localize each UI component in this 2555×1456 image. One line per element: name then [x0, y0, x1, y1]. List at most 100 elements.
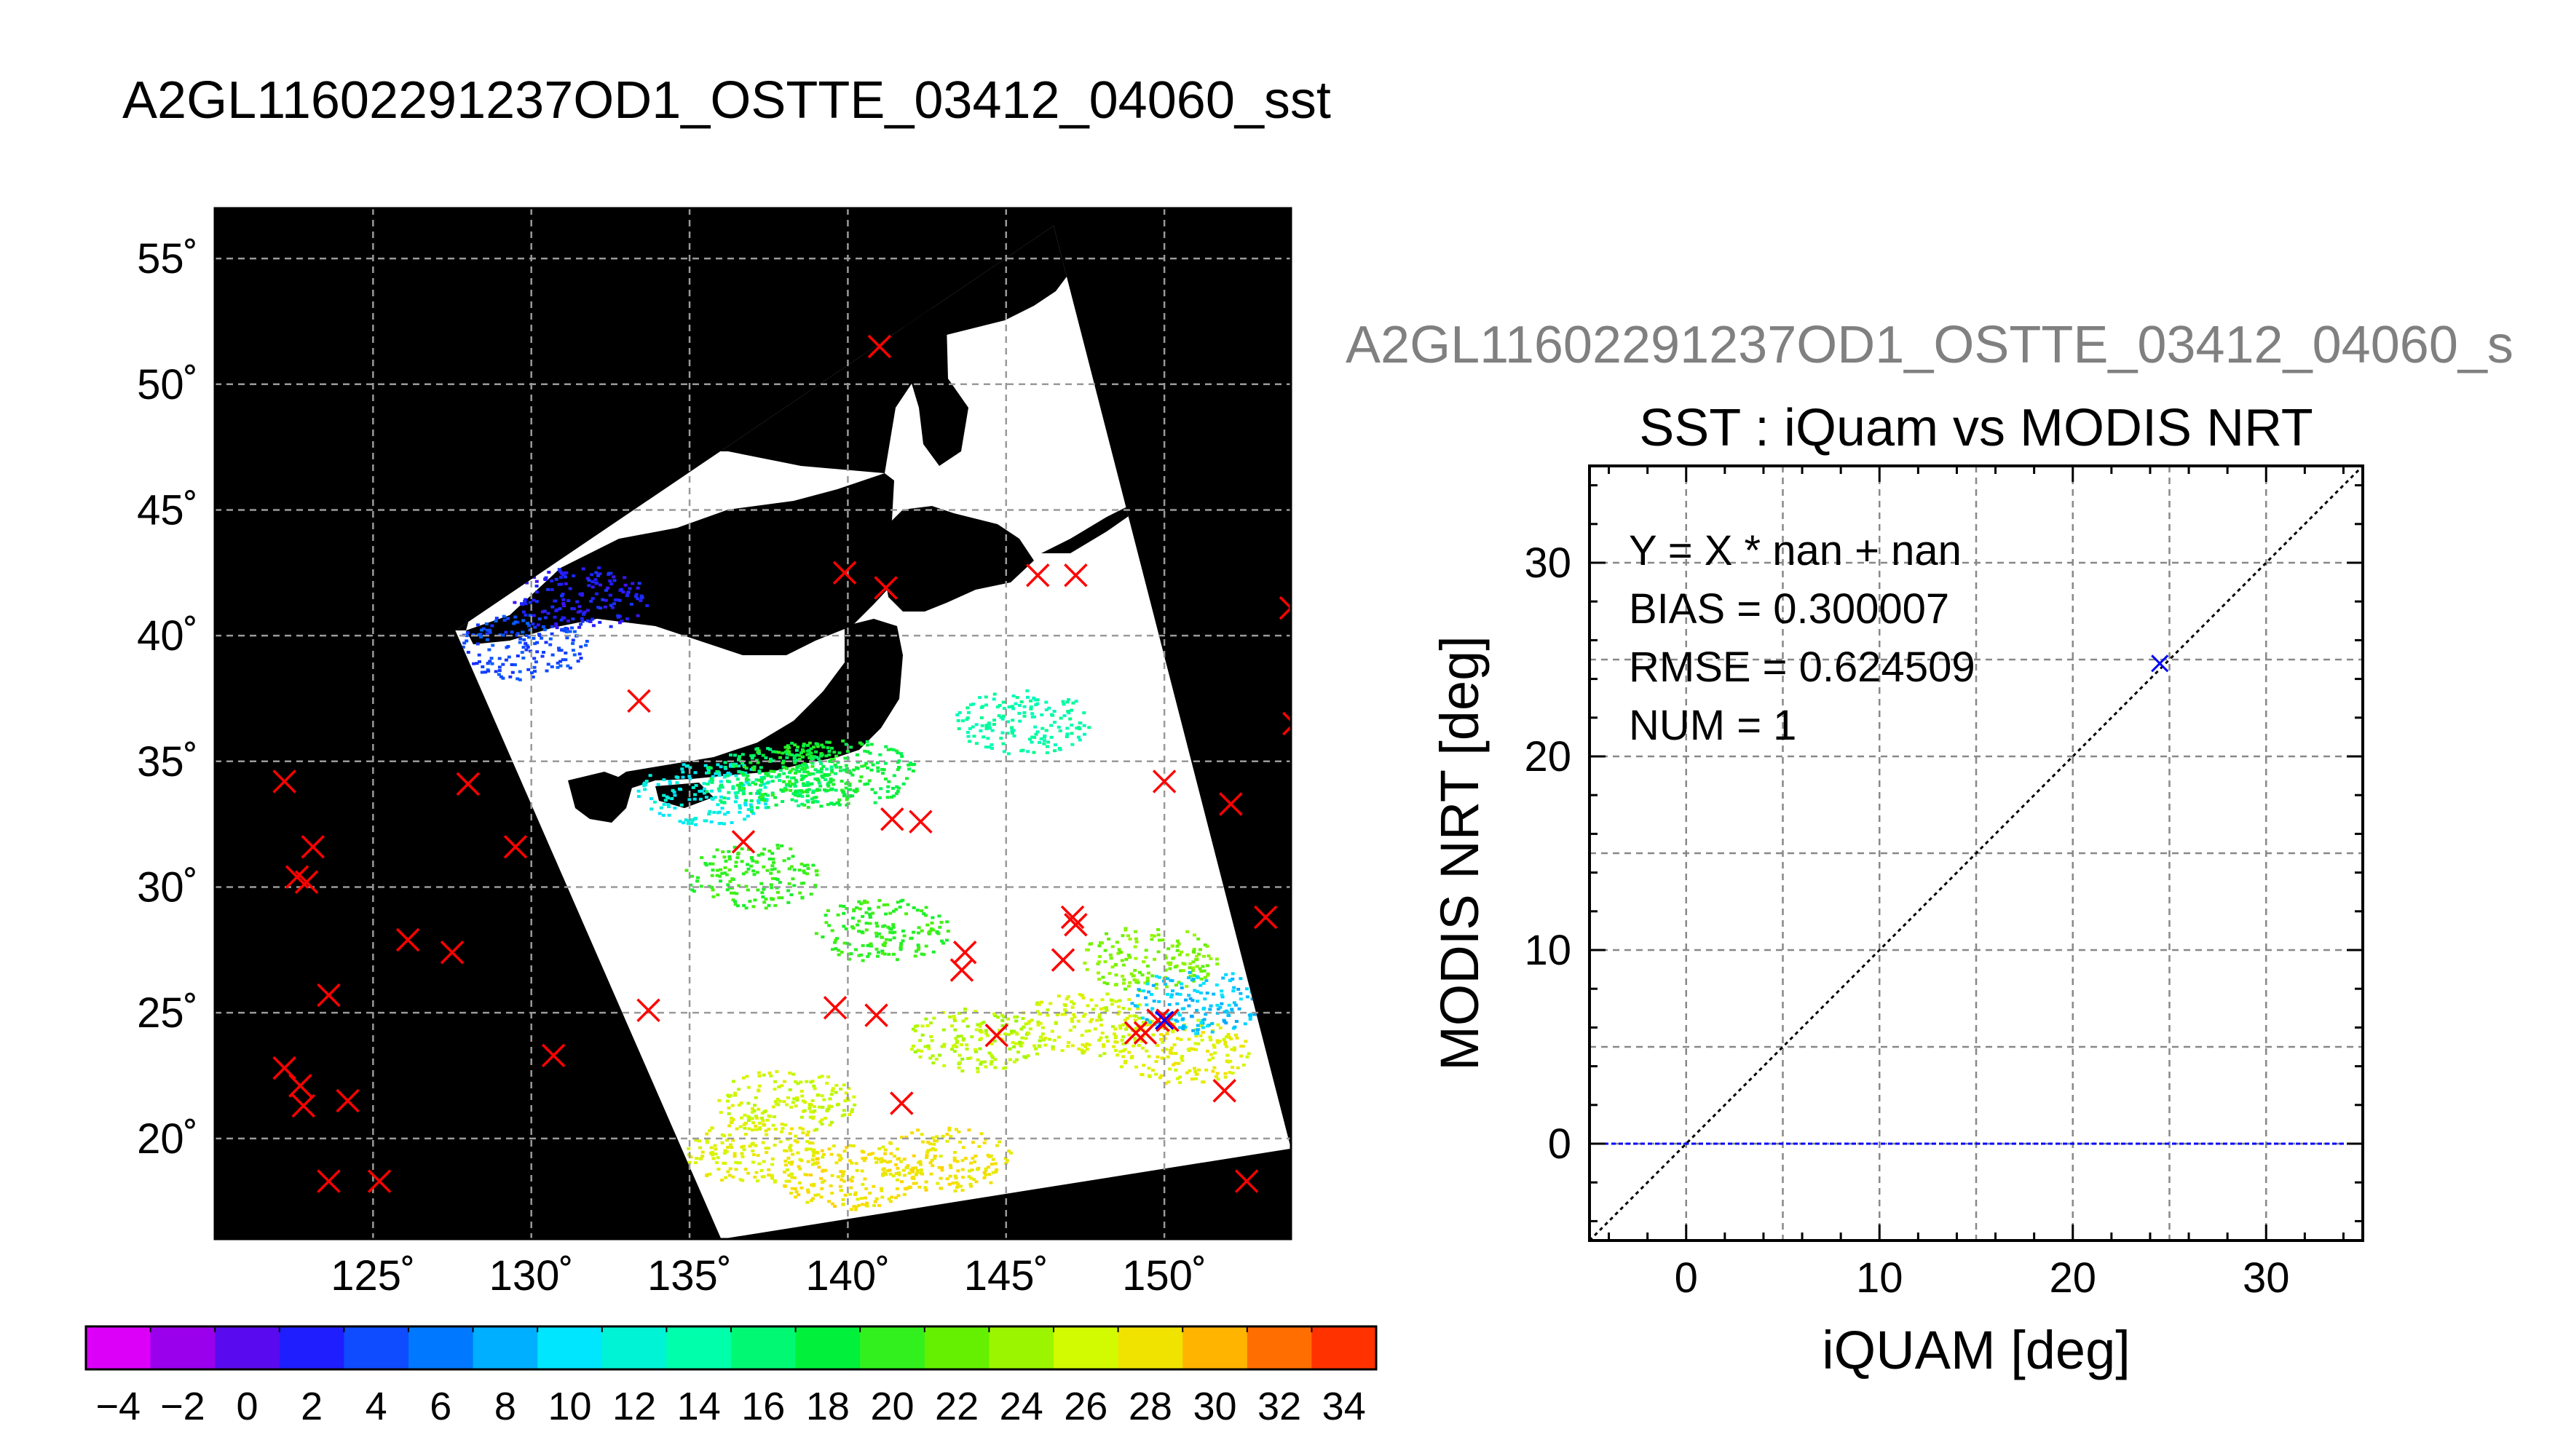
- scatter-y-tick-labels: 0 10 20 30: [1524, 539, 1571, 1168]
- buoy-marker: [823, 996, 848, 1020]
- scatter-x-tick-label: 30: [2243, 1254, 2290, 1302]
- colorbar-cell: [1118, 1326, 1183, 1369]
- colorbar-cell: [924, 1326, 990, 1369]
- buoy-marker: [984, 1024, 1008, 1048]
- matched-marker: [1155, 1010, 1174, 1030]
- map-lon-labels: 125˚ 130˚ 135˚ 140˚ 145˚ 150˚: [331, 1252, 1207, 1299]
- buoy-marker: [949, 958, 974, 982]
- buoy-marker: [1234, 1169, 1259, 1193]
- map-lon-label: 150˚: [1122, 1252, 1207, 1299]
- buoy-marker: [1253, 905, 1278, 930]
- colorbar-tick-label: 24: [1000, 1385, 1043, 1428]
- buoy-marker: [336, 1088, 360, 1113]
- colorbar-cell: [1311, 1326, 1377, 1369]
- colorbar-tick-label: 20: [870, 1385, 914, 1428]
- colorbar-tick-label: 8: [494, 1385, 516, 1428]
- colorbar-cell: [344, 1326, 409, 1369]
- colorbar-tick-label: 22: [935, 1385, 979, 1428]
- buoy-marker: [541, 1043, 566, 1068]
- buoy-marker: [1156, 1008, 1180, 1032]
- buoy-marker: [636, 998, 660, 1022]
- colorbar-tick-label: 6: [430, 1385, 451, 1428]
- scatter-y-tick-label: 30: [1524, 539, 1571, 587]
- scatter-stat-line: BIAS = 0.300007: [1629, 585, 1949, 633]
- map-lon-label: 135˚: [647, 1252, 732, 1299]
- sst-patch: [687, 1119, 825, 1184]
- sst-patch: [955, 689, 1091, 756]
- colorbar-tick-label: 16: [741, 1385, 785, 1428]
- map-lat-labels: 20˚ 25˚ 30˚ 35˚ 40˚ 45˚ 50˚ 55˚: [137, 235, 198, 1163]
- colorbar-cell: [860, 1326, 925, 1369]
- sst-patch: [513, 566, 649, 632]
- scatter-stat-line: Y = X * nan + nan: [1629, 527, 1962, 574]
- map-frame: [213, 207, 1292, 1241]
- colorbar-cell: [795, 1326, 861, 1369]
- buoy-marker: [367, 1169, 392, 1193]
- map-lat-label: 20˚: [137, 1115, 198, 1163]
- scatter-y-tick-label: 0: [1548, 1120, 1571, 1168]
- buoy-marker: [291, 1093, 315, 1118]
- buoy-marker: [1212, 1078, 1236, 1103]
- colorbar-cell: [537, 1326, 603, 1369]
- buoy-marker: [880, 807, 904, 831]
- colorbar-cell: [408, 1326, 474, 1369]
- sst-patch: [814, 898, 950, 962]
- colorbar-tick-label: 28: [1129, 1385, 1172, 1428]
- colorbar-tick-label: 10: [548, 1385, 591, 1428]
- sst-patch: [783, 1144, 918, 1211]
- colorbar-cell: [731, 1326, 797, 1369]
- scatter-stats: Y = X * nan + nan BIAS = 0.300007 RMSE = 0…: [1629, 527, 1975, 749]
- sst-patch: [460, 614, 589, 681]
- scatter-point: [2151, 654, 2169, 673]
- buoy-marker: [627, 689, 651, 713]
- sst-patch: [909, 1008, 1046, 1074]
- buoy-marker: [1146, 1008, 1170, 1032]
- buoy-marker: [272, 769, 296, 794]
- buoy-marker: [1025, 563, 1050, 587]
- identity-line: [1590, 466, 2363, 1241]
- buoy-marker: [1064, 563, 1088, 587]
- buoy-marker: [1282, 711, 1291, 736]
- colorbar-tick-label: 0: [236, 1385, 258, 1428]
- sakhalin: [903, 306, 968, 466]
- map-lon-label: 130˚: [489, 1252, 574, 1299]
- hokkaido: [885, 506, 1034, 612]
- buoy-marker: [867, 334, 892, 359]
- colorbar-tick-label: 12: [612, 1385, 656, 1428]
- buoy-marker: [1064, 913, 1088, 937]
- colorbar-tick-label: 2: [301, 1385, 323, 1428]
- scatter-plot: SST : iQuam vs MODIS NRT 0 10 20 30 0 10 20 30…: [1429, 399, 2364, 1380]
- map-lon-label: 145˚: [964, 1252, 1049, 1299]
- scatter-frame: [1588, 464, 2364, 1242]
- scatter-x-axis-label: iQUAM [deg]: [1822, 1320, 2131, 1380]
- map-lat-label: 40˚: [137, 612, 198, 660]
- colorbar-cell: [150, 1326, 216, 1369]
- colorbar-cell: [86, 1326, 151, 1369]
- sst-patch: [1083, 927, 1220, 992]
- colorbar-cell: [601, 1326, 667, 1369]
- scatter-stat-line: RMSE = 0.624509: [1629, 644, 1975, 691]
- buoy-marker: [503, 834, 528, 859]
- map-lat-label: 35˚: [137, 738, 198, 786]
- map-lat-label: 45˚: [137, 486, 198, 534]
- buoy-markers: [272, 334, 1291, 1193]
- buoy-marker: [874, 576, 898, 600]
- colorbar-cell: [1247, 1326, 1312, 1369]
- colorbar-tick-label: −4: [96, 1385, 141, 1428]
- colorbar-cell: [1182, 1326, 1248, 1369]
- scatter-x-tick-labels: 0 10 20 30: [1675, 1254, 2290, 1302]
- scatter-x-tick-label: 10: [1856, 1254, 1903, 1302]
- buoy-marker: [301, 834, 325, 859]
- buoy-marker: [832, 561, 857, 585]
- buoy-marker: [1051, 948, 1075, 972]
- buoy-marker: [317, 983, 341, 1008]
- buoy-marker: [440, 941, 465, 965]
- colorbar-tick-label: 4: [366, 1385, 387, 1428]
- sst-patches: [460, 566, 1265, 1211]
- scatter-x-tick-label: 0: [1675, 1254, 1698, 1302]
- colorbar-cell: [1054, 1326, 1119, 1369]
- map-lon-label: 125˚: [331, 1252, 415, 1299]
- map-title: A2GL11602291237OD1_OSTTE_03412_04060_sst: [122, 71, 1331, 130]
- buoy-marker: [864, 1003, 888, 1027]
